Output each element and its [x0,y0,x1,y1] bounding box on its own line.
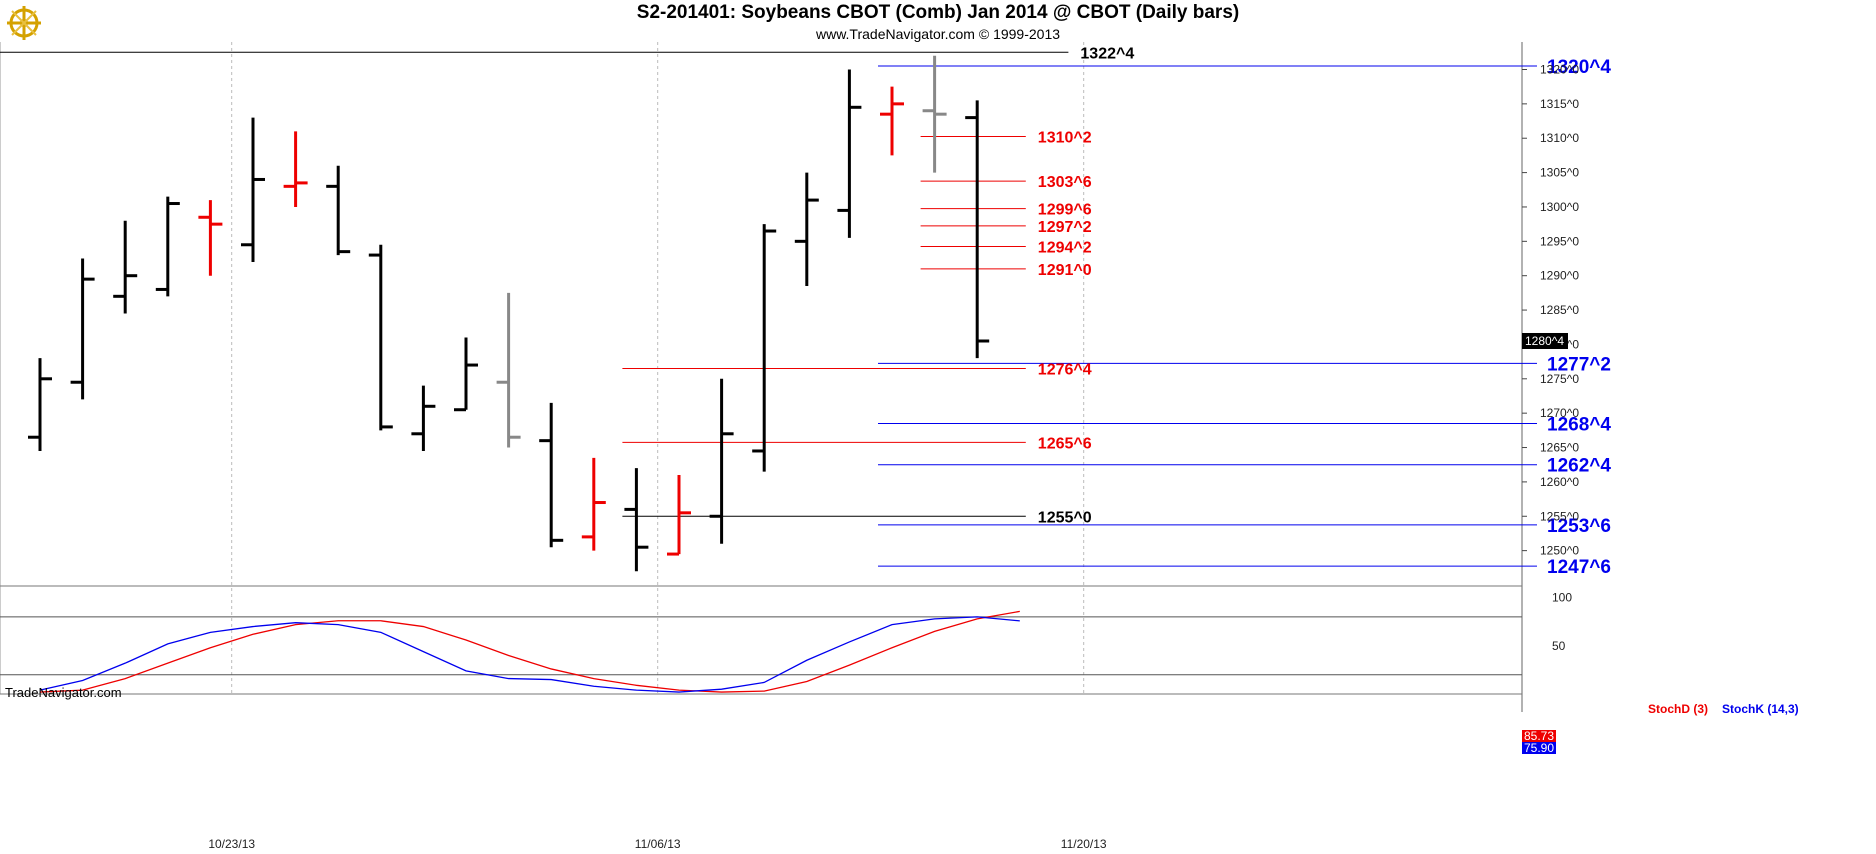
price-level-label: 1265^6 [1038,435,1092,452]
price-tick-label: 1285^0 [1540,303,1579,317]
price-level-label: 1320^4 [1547,57,1611,78]
price-axis: 1250^0 1255^0 1260^0 1265^0 1270^0 1275^0 1280… [1522,62,1579,558]
stoch-value-label: 75.90 [1524,741,1554,755]
price-level-label: 1294^2 [1038,239,1092,256]
price-level-label: 1255^0 [1038,509,1092,526]
ohlc-bars [28,55,990,572]
price-tick-label: 1310^0 [1540,131,1579,145]
stoch-line [39,616,1020,693]
stoch-value-label: 85.73 [1524,729,1554,743]
price-level-label: 1277^2 [1547,354,1611,375]
price-level-label: 1322^4 [1080,45,1134,62]
price-level-label: 1291^0 [1038,262,1092,279]
price-tick-label: 1270^0 [1540,406,1579,420]
date-tick-label: 11/20/13 [1061,837,1107,851]
stoch-tick-label: 100 [1552,591,1572,605]
stoch-legend-item: StochK (14,3) [1722,702,1799,716]
date-tick-label: 11/06/13 [635,837,681,851]
price-tick-label: 1315^0 [1540,97,1579,111]
price-tick-label: 1300^0 [1540,200,1579,214]
date-tick-label: 10/23/13 [208,837,255,851]
price-level-label: 1268^4 [1547,414,1611,435]
last-price-label: 1280^4 [1525,334,1564,348]
stoch-value-box [1522,742,1556,754]
last-price-box [1522,332,1568,349]
price-level-label: 1310^2 [1038,130,1092,147]
price-level-label: 1247^6 [1547,557,1611,578]
price-tick-label: 1260^0 [1540,475,1579,489]
chart-title: S2-201401: Soybeans CBOT (Comb) Jan 2014… [636,2,1240,23]
price-tick-label: 1265^0 [1540,441,1579,455]
price-level-label: 1276^4 [1038,361,1092,378]
price-level-label: 1297^2 [1038,219,1092,236]
chart-frame [0,42,1523,712]
price-tick-label: 1295^0 [1540,234,1579,248]
date-axis: 10/23/13 11/06/13 11/20/13 [208,837,1107,851]
price-tick-label: 1250^0 [1540,544,1579,558]
price-level-label: 1253^6 [1547,516,1611,537]
price-tick-label: 1320^0 [1540,62,1579,76]
stoch-value-box [1522,730,1556,742]
stoch-tick-label: 50 [1552,639,1566,653]
tradenavigator-logo-icon [7,6,41,40]
chart-subtitle: www.TradeNavigator.com © 1999-2013 [815,26,1061,42]
stoch-line [39,610,1020,693]
price-level-label: 1299^6 [1038,202,1092,219]
price-tick-label: 1290^0 [1540,269,1579,283]
price-tick-label: 1255^0 [1540,509,1579,523]
price-level-label: 1262^4 [1547,456,1611,477]
price-tick-label: 1275^0 [1540,372,1579,386]
brand-label: TradeNavigator.com [5,685,122,700]
price-level-label: 1303^6 [1038,174,1092,191]
price-tick-label: 1305^0 [1540,166,1579,180]
stoch-legend-item: StochD (3) [1648,702,1708,716]
